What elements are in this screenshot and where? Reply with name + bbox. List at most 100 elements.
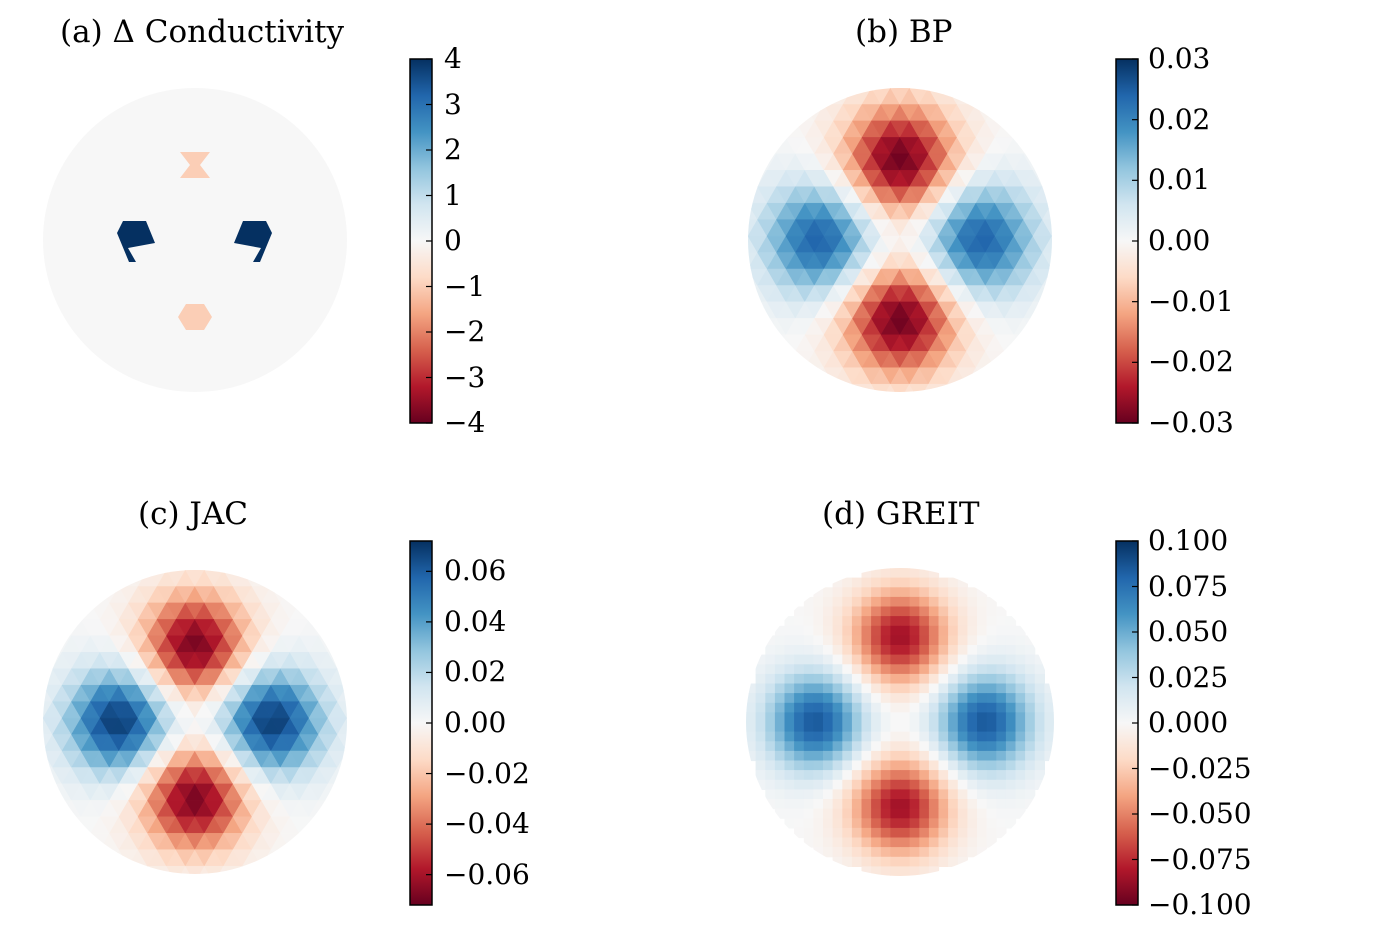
image-pixel [1005, 664, 1017, 675]
image-pixel [871, 702, 882, 713]
image-pixel [813, 808, 824, 819]
image-pixel [861, 712, 872, 723]
colorbar-tick-label: −0.02 [444, 756, 530, 790]
image-pixel [871, 741, 882, 752]
image-pixel [823, 664, 834, 675]
image-pixel [803, 818, 814, 829]
mesh-cell [308, 602, 329, 620]
colorbar-tick-label: −2 [444, 315, 486, 348]
image-pixel [948, 645, 959, 656]
image-pixel [938, 712, 949, 723]
image-pixel [832, 818, 843, 829]
image-pixel [957, 577, 968, 588]
image-pixel [977, 596, 988, 608]
image-pixel [957, 645, 968, 656]
image-pixel [938, 856, 949, 867]
image-pixel [890, 770, 901, 781]
image-pixel [880, 645, 891, 656]
image-pixel [823, 750, 834, 762]
mesh-cell [1051, 235, 1052, 253]
image-pixel [957, 596, 968, 608]
mesh-cell [337, 684, 347, 702]
mesh-cell [261, 865, 281, 874]
image-pixel [909, 645, 920, 656]
image-pixel [890, 673, 901, 685]
image-pixel [813, 683, 824, 694]
mesh-cell [289, 586, 310, 604]
image-pixel [861, 789, 872, 800]
mesh-cell [185, 570, 205, 571]
image-pixel [957, 693, 968, 704]
image-pixel [755, 693, 766, 704]
panel-title: (b) BP [855, 14, 953, 50]
mesh-cell [956, 88, 977, 105]
image-pixel [996, 702, 1007, 713]
image-pixel [919, 625, 930, 636]
image-pixel [880, 577, 891, 588]
image-pixel [909, 664, 920, 675]
mesh-cell [147, 865, 167, 874]
colorbar-tick-label: −0.075 [1148, 842, 1252, 876]
image-pixel [900, 760, 911, 771]
mesh-cell [1023, 136, 1043, 155]
image-pixel [1005, 731, 1017, 742]
image-pixel [871, 577, 882, 588]
image-pixel [794, 625, 805, 636]
image-pixel [832, 808, 843, 819]
image-pixel [813, 789, 824, 800]
image-pixel [919, 596, 930, 608]
image-pixel [832, 770, 843, 781]
image-pixel [851, 837, 863, 848]
image-pixel [765, 673, 776, 685]
image-pixel [900, 837, 911, 848]
image-pixel [890, 625, 901, 636]
image-pixel [928, 673, 940, 685]
image-pixel [928, 712, 940, 723]
inclusion-bottom [178, 304, 212, 330]
image-pixel [832, 596, 843, 608]
image-pixel [823, 789, 834, 800]
image-pixel [851, 818, 863, 829]
mesh-cell [52, 816, 72, 834]
image-pixel [890, 712, 901, 723]
image-pixel [765, 664, 776, 675]
image-pixel [803, 664, 814, 675]
image-pixel [871, 818, 882, 829]
image-pixel [851, 722, 863, 733]
mesh-cell [757, 318, 777, 336]
mesh-cell [1013, 334, 1034, 352]
image-pixel [861, 818, 872, 829]
image-pixel [948, 827, 959, 839]
image-pixel [861, 856, 872, 867]
mesh-cell [757, 334, 777, 352]
image-pixel [919, 664, 930, 675]
image-pixel [803, 770, 814, 781]
image-pixel [842, 683, 853, 694]
image-pixel [1025, 770, 1036, 781]
image-pixel [765, 712, 776, 723]
mesh-cell [804, 88, 825, 105]
image-pixel [890, 587, 901, 598]
mesh-cell [1042, 252, 1052, 270]
colorbar-tick-label: 0.100 [1148, 524, 1229, 557]
image-pixel [957, 770, 968, 781]
mesh-cell [757, 136, 777, 155]
image-pixel [986, 789, 997, 800]
image-pixel [842, 606, 853, 617]
image-pixel [900, 702, 911, 713]
image-pixel [774, 770, 786, 781]
mesh-cell [956, 383, 977, 392]
mesh-cell [299, 833, 319, 851]
image-pixel [986, 683, 997, 694]
image-pixel [813, 587, 824, 598]
image-pixel [765, 645, 776, 656]
image-pixel [977, 654, 988, 665]
image-pixel [928, 731, 940, 742]
image-pixel [832, 722, 843, 733]
image-pixel [842, 596, 853, 608]
image-pixel [967, 645, 978, 656]
image-pixel [938, 693, 949, 704]
mesh-cell [43, 783, 53, 801]
image-pixel [832, 577, 843, 588]
image-pixel [900, 616, 911, 627]
